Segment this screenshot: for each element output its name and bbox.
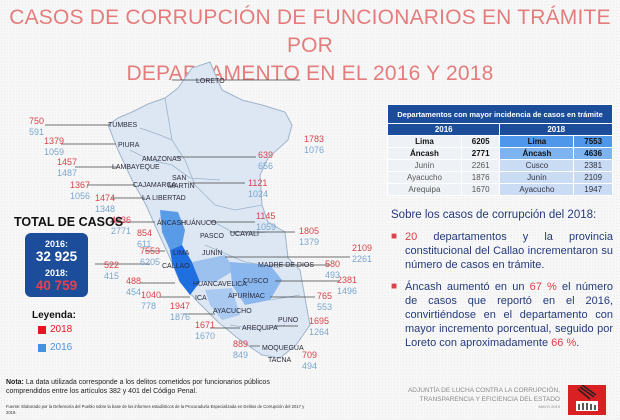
svg-text:HUÁNUCO: HUÁNUCO [181, 218, 217, 227]
bullet-icon: ■ [391, 231, 398, 242]
table-row: Lima 6205 Lima 7553 [387, 135, 613, 148]
region-lima [170, 245, 200, 295]
source-note: Fuente: Elaborado por la Defensoría del … [6, 404, 305, 415]
label-piura: 1379 1059 [44, 136, 65, 157]
title-line-2: DEPARTAMENTO EN EL 2016 Y 2018 [126, 62, 494, 85]
summary-bullet-1: ■ 20 departamentos y la provincia consti… [391, 231, 613, 271]
label-puno: 1695 1264 [309, 316, 330, 337]
label-junin: 2109 2261 [352, 243, 373, 264]
region-cusco [230, 262, 282, 305]
total-2016-value: 32 925 [35, 249, 78, 264]
label-callao: 522 415 [104, 260, 120, 281]
summary-bullet-2: ■ Áncash aumentó en un 67 % el número de… [391, 281, 613, 349]
label-moquegua: 889 849 [233, 339, 249, 360]
table-row: Arequipa 1670 Ayacucho 1947 [387, 183, 613, 196]
svg-text:LAMBAYEQUE: LAMBAYEQUE [112, 164, 160, 171]
label-lambayeque: 1457 1487 [57, 157, 78, 178]
svg-text:UCAYALI: UCAYALI [230, 231, 259, 238]
col-2016: 2016 [386, 123, 501, 136]
label-lima: 7553 6205 [140, 246, 161, 267]
svg-text:MOQUEGUA: MOQUEGUA [262, 345, 304, 352]
label-huancavelica: 488 454 [126, 276, 142, 297]
label-pasco: 854 611 [137, 228, 153, 249]
label-ica: 1040 778 [141, 290, 162, 311]
svg-text:MARTÍN: MARTÍN [168, 181, 195, 190]
label-huanuco: 1145 1059 [256, 211, 277, 232]
table-row: Ayacucho 1876 Junín 2109 [387, 171, 613, 184]
svg-text:TACNA: TACNA [268, 357, 292, 364]
svg-text:HUANCAVELICA: HUANCAVELICA [193, 281, 247, 288]
region-junin [192, 255, 235, 282]
label-arequipa: 1671 1670 [195, 320, 216, 341]
top-departments-table: Departamentos con mayor incidencia de ca… [386, 104, 613, 196]
table-row: Áncash 2771 Áncash 4636 [387, 147, 613, 160]
label-amazonas: 639 656 [258, 150, 274, 171]
label-ucayali: 1805 1379 [299, 226, 320, 247]
svg-text:LIMA: LIMA [173, 250, 190, 257]
region-ayacucho [205, 288, 240, 320]
svg-text:PIURA: PIURA [118, 142, 140, 149]
svg-text:PUNO: PUNO [278, 317, 299, 324]
label-loreto: 1783 1076 [304, 134, 325, 155]
label-cajamarca: 1367 1056 [70, 180, 91, 201]
svg-text:ICA: ICA [195, 295, 207, 302]
svg-text:TUMBES: TUMBES [108, 122, 138, 129]
summary-section: Sobre los casos de corrupción del 2018: … [391, 208, 613, 358]
label-madre-de-dios: 580 493 [325, 259, 341, 280]
bullet-icon: ■ [391, 281, 398, 292]
total-2018-label: 2018: [44, 268, 69, 278]
page-title: CASOS DE CORRUPCIÓN DE FUNCIONARIOS EN T… [0, 4, 620, 88]
svg-text:LORETO: LORETO [196, 78, 225, 85]
region-ancash [160, 210, 185, 250]
svg-text:CALLAO: CALLAO [162, 263, 190, 270]
label-tacna: 709 494 [302, 350, 318, 371]
svg-text:PASCO: PASCO [200, 233, 225, 240]
svg-text:LA LIBERTAD: LA LIBERTAD [142, 195, 186, 202]
summary-heading: Sobre los casos de corrupción del 2018: [391, 209, 597, 221]
table-title: Departamentos con mayor incidencia de ca… [387, 104, 613, 124]
svg-text:CAJAMARCA: CAJAMARCA [133, 182, 177, 189]
total-2016-label: 2016: [44, 239, 69, 249]
svg-text:MADRE DE DIOS: MADRE DE DIOS [258, 262, 314, 269]
svg-text:JUNÍN: JUNÍN [202, 248, 223, 257]
label-tumbes: 750 591 [29, 116, 45, 137]
label-ancash: 4636 2771 [111, 215, 132, 236]
svg-text:SAN: SAN [172, 175, 186, 182]
legend-title: Leyenda: [32, 310, 76, 321]
col-2018: 2018 [499, 123, 613, 136]
svg-text:AYACUCHO: AYACUCHO [213, 308, 252, 315]
legend-item-2016: 2016 [38, 342, 72, 353]
svg-text:ÁNCASH: ÁNCASH [157, 218, 186, 227]
label-cusco: 2381 1496 [337, 275, 358, 296]
label-apurimac: 765 553 [317, 291, 333, 312]
legend-swatch-blue-icon [38, 343, 46, 352]
totals-title: TOTAL DE CASOS [14, 215, 124, 229]
table-row: Junín 2261 Cusco 2381 [387, 159, 613, 172]
totals-box: 2016: 32 925 2018: 40 759 [25, 233, 88, 297]
svg-text:CUSCO: CUSCO [243, 278, 269, 285]
defensoria-logo-icon [568, 384, 606, 415]
note: Nota: La data utilizada corresponde a lo… [6, 379, 270, 395]
legend-swatch-red-icon [38, 325, 46, 334]
svg-text:APURÍMAC: APURÍMAC [228, 291, 265, 300]
footer-credit: ADJUNTÍA DE LUCHA CONTRA LA CORRUPCIÓN, … [407, 387, 560, 409]
svg-text:AMAZONAS: AMAZONAS [142, 156, 182, 163]
svg-text:AREQUIPA: AREQUIPA [242, 325, 278, 332]
label-ayacucho: 1947 1876 [170, 301, 191, 322]
total-2018-value: 40 759 [35, 278, 78, 293]
label-la-libertad: 1474 1348 [95, 193, 116, 214]
label-san-martin: 1121 1024 [248, 178, 269, 199]
title-line-1: CASOS DE CORRUPCIÓN DE FUNCIONARIOS EN T… [9, 6, 611, 57]
legend-item-2018: 2018 [38, 324, 72, 335]
